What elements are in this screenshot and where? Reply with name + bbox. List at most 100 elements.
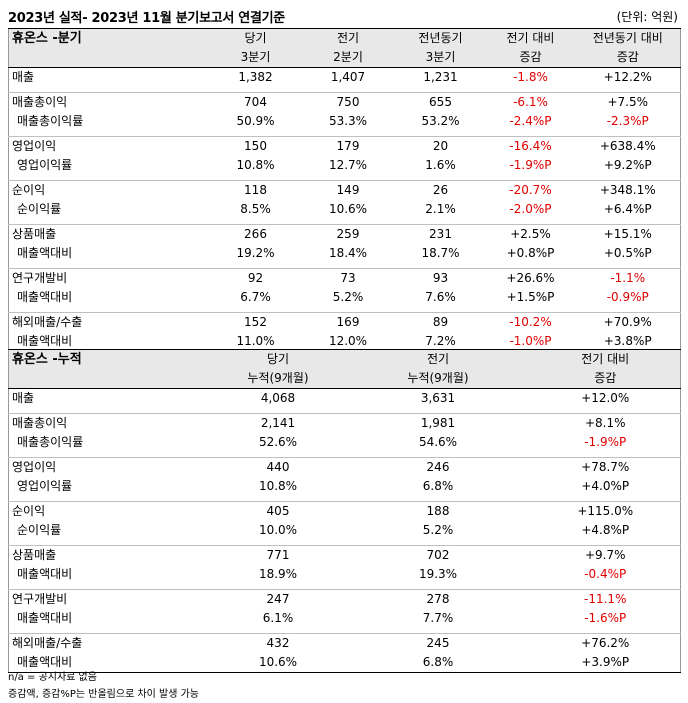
table-row: 매출액대비 18.9% 19.3% -0.4%P: [9, 565, 681, 584]
cell-value: +76.2%: [530, 633, 681, 653]
cell-value: +12.0%: [530, 388, 681, 408]
cell-value: -16.4%: [485, 136, 576, 156]
cell-value: 10.8%: [258, 479, 298, 493]
row-label: 매출총이익률: [17, 435, 84, 449]
column-subheader: 3분기: [395, 48, 486, 68]
column-subheader: 증감: [530, 369, 681, 389]
table-row: 매출액대비 10.6% 6.8% +3.9%P: [8, 653, 681, 673]
quarterly-table: 휴온스 -분기 당기 전기 전년동기 전기 대비 전년동기 대비 3분기 2분기 3분기 증감 증감…: [8, 28, 681, 352]
cell-value: 246: [345, 457, 531, 477]
cell-value: +7.5%: [575, 92, 681, 112]
cell-value: +1.5%P: [506, 290, 555, 304]
cell-value: +12.2%: [575, 67, 681, 87]
cell-value: 4,068: [210, 388, 346, 408]
table-row: 영업이익률 10.8% 6.8% +4.0%P: [9, 477, 681, 496]
row-label: 매출총이익: [8, 92, 211, 112]
row-label: 해외매출/수출: [8, 633, 211, 653]
cell-value: 169: [300, 312, 396, 332]
cell-value: +3.8%P: [575, 332, 681, 352]
cell-value: -1.6%P: [584, 611, 627, 625]
table-row: 해외매출/수출 432 245 +76.2%: [8, 633, 681, 653]
cell-value: 7.6%: [425, 290, 456, 304]
header-cell: [8, 48, 211, 68]
cell-value: +78.7%: [530, 457, 681, 477]
footnotes: n/a = 공시자료 없음 증감액, 증감%P는 반올림으로 차이 발생 가능: [8, 668, 199, 702]
table-row: 순이익 118 149 26 -20.7% +348.1%: [8, 180, 681, 200]
row-label: 영업이익: [8, 457, 211, 477]
cell-value: 3,631: [345, 388, 531, 408]
row-label: 매출액대비: [17, 290, 73, 304]
column-subheader: 누적(9개월): [210, 369, 346, 389]
footnote: n/a = 공시자료 없음: [8, 672, 97, 683]
cell-value: +0.8%P: [506, 246, 555, 260]
row-label: 순이익: [8, 501, 211, 521]
cell-value: 10.0%: [258, 523, 298, 537]
column-header: 당기: [210, 28, 301, 48]
table-row: 매출액대비 19.2% 18.4% 18.7% +0.8%P +0.5%P: [9, 244, 681, 263]
cell-value: 5.2%: [332, 290, 364, 304]
column-header: 전기: [345, 349, 531, 369]
cell-value: +0.5%P: [603, 246, 652, 260]
table-name: 휴온스 -분기: [8, 28, 211, 48]
cell-value: -2.3%P: [606, 114, 649, 128]
column-header: 당기: [210, 349, 346, 369]
cell-value: 53.2%: [421, 114, 460, 128]
cell-value: 92: [210, 268, 301, 288]
cell-value: 245: [345, 633, 531, 653]
cell-value: 93: [395, 268, 486, 288]
cell-value: 188: [345, 501, 531, 521]
column-subheader: 증감: [575, 48, 681, 68]
row-label: 영업이익률: [17, 479, 73, 493]
cell-value: 1,231: [395, 67, 486, 87]
table-row: 매출총이익률 52.6% 54.6% -1.9%P: [9, 433, 681, 452]
cell-value: 2,141: [210, 413, 346, 433]
report-header: 2023년 실적- 2023년 11월 분기보고서 연결기준 (단위: 억원): [8, 5, 678, 27]
cell-value: 278: [345, 589, 531, 609]
cell-value: 18.9%: [258, 567, 298, 581]
cell-value: -20.7%: [485, 180, 576, 200]
row-label: 매출총이익: [8, 413, 211, 433]
row-label: 순이익: [8, 180, 211, 200]
cell-value: +15.1%: [575, 224, 681, 244]
cell-value: -0.9%P: [606, 290, 649, 304]
cell-value: 19.2%: [236, 246, 275, 260]
column-subheader: 2분기: [300, 48, 396, 68]
cell-value: -10.2%: [485, 312, 576, 332]
row-label: 매출액대비: [8, 653, 211, 673]
cell-value: +8.1%: [530, 413, 681, 433]
header-cell: [8, 369, 211, 389]
cell-value: 54.6%: [418, 435, 458, 449]
cell-value: +348.1%: [575, 180, 681, 200]
cell-value: 118: [210, 180, 301, 200]
cell-value: 6.8%: [345, 653, 531, 673]
cell-value: 2.1%: [425, 202, 456, 216]
table-row: 연구개발비 247 278 -11.1%: [8, 589, 681, 609]
cell-value: +70.9%: [575, 312, 681, 332]
cell-value: 702: [345, 545, 531, 565]
cell-value: -1.9%P: [509, 158, 552, 172]
header-row: 휴온스 -분기 당기 전기 전년동기 전기 대비 전년동기 대비: [8, 28, 681, 48]
cell-value: 12.7%: [328, 158, 368, 172]
cell-value: 179: [300, 136, 396, 156]
cell-value: -6.1%: [485, 92, 576, 112]
cell-value: -2.0%P: [509, 202, 552, 216]
table-row: 상품매출 266 259 231 +2.5% +15.1%: [8, 224, 681, 244]
cell-value: +638.4%: [575, 136, 681, 156]
cell-value: 432: [210, 633, 346, 653]
cumulative-table-header: 휴온스 -누적 당기 전기 전기 대비 누적(9개월) 누적(9개월) 증감: [8, 349, 681, 389]
cell-value: 750: [300, 92, 396, 112]
cell-value: 12.0%: [300, 332, 396, 352]
table-name: 휴온스 -누적: [8, 349, 211, 369]
row-label: 순이익률: [17, 523, 62, 537]
cell-value: +9.7%: [530, 545, 681, 565]
table-row: 매출 4,068 3,631 +12.0%: [8, 388, 681, 408]
row-label: 매출총이익률: [17, 114, 84, 128]
table-row: 연구개발비 92 73 93 +26.6% -1.1%: [8, 268, 681, 288]
table-row: 순이익 405 188 +115.0%: [8, 501, 681, 521]
report-title: 2023년 실적- 2023년 11월 분기보고서 연결기준: [8, 10, 285, 26]
cell-value: 1,382: [210, 67, 301, 87]
row-label: 매출액대비: [17, 567, 73, 581]
unit-label: (단위: 억원): [616, 9, 678, 24]
cell-value: +9.2%P: [603, 158, 652, 172]
header-row: 휴온스 -누적 당기 전기 전기 대비: [8, 349, 681, 369]
